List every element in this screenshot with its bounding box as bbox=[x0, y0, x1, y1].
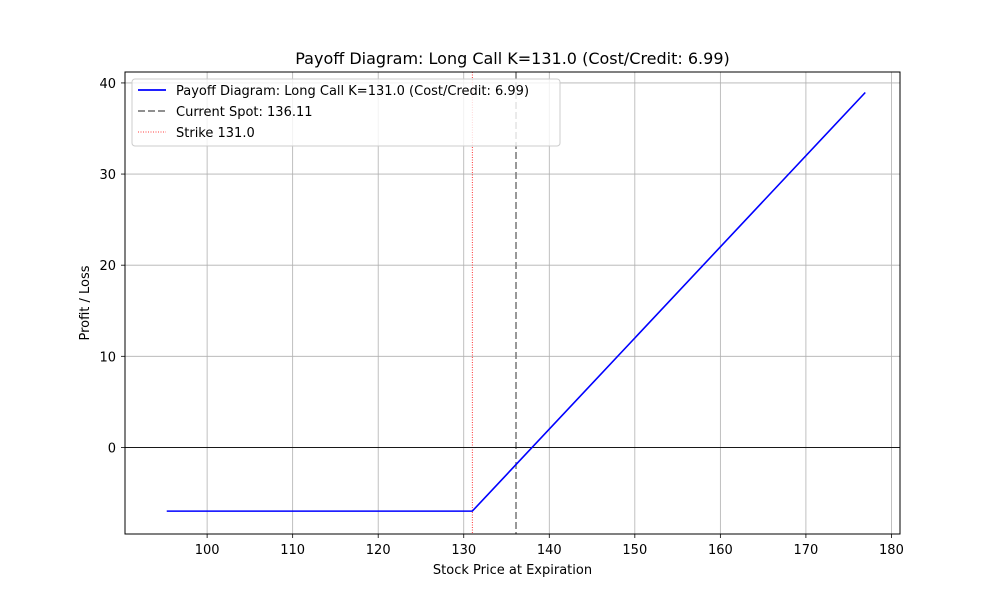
x-tick-label: 150 bbox=[622, 543, 647, 558]
legend-label-spot: Current Spot: 136.11 bbox=[176, 105, 313, 120]
legend-label-strike: Strike 131.0 bbox=[176, 126, 255, 141]
x-tick-label: 170 bbox=[793, 543, 818, 558]
y-axis-ticks: 0 10 20 30 40 bbox=[99, 77, 125, 456]
x-tick-label: 160 bbox=[708, 543, 733, 558]
plot-frame bbox=[124, 71, 901, 535]
legend-box bbox=[131, 78, 561, 147]
chart-title: Payoff Diagram: Long Call K=131.0 (Cost/… bbox=[295, 49, 729, 68]
series-lines bbox=[166, 91, 866, 512]
x-tick-label: 140 bbox=[537, 543, 562, 558]
x-axis-label: Stock Price at Expiration bbox=[433, 563, 592, 578]
legend-label-payoff: Payoff Diagram: Long Call K=131.0 (Cost/… bbox=[176, 84, 529, 99]
legend: Payoff Diagram: Long Call K=131.0 (Cost/… bbox=[131, 78, 561, 147]
payoff-series-line bbox=[166, 91, 866, 512]
y-axis-label: Profit / Loss bbox=[78, 265, 93, 340]
x-tick-label: 110 bbox=[280, 543, 305, 558]
y-tick-label: 0 bbox=[108, 441, 116, 456]
y-tick-label: 20 bbox=[99, 259, 116, 274]
y-tick-label: 30 bbox=[99, 168, 116, 183]
x-tick-label: 130 bbox=[451, 543, 476, 558]
x-axis-ticks: 100 110 120 130 140 150 160 170 180 bbox=[195, 534, 904, 558]
x-tick-label: 100 bbox=[195, 543, 220, 558]
x-tick-label: 120 bbox=[366, 543, 391, 558]
y-tick-label: 10 bbox=[99, 350, 116, 365]
y-tick-label: 40 bbox=[99, 77, 116, 92]
x-tick-label: 180 bbox=[879, 543, 904, 558]
reference-lines bbox=[125, 72, 900, 534]
